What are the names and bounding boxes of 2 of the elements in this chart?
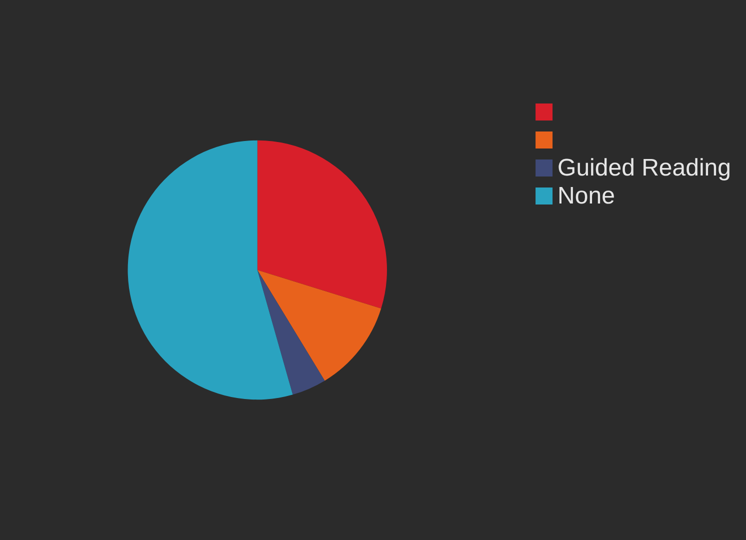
legend-label: Guided Reading — [558, 154, 732, 182]
legend-label: None — [558, 182, 615, 210]
